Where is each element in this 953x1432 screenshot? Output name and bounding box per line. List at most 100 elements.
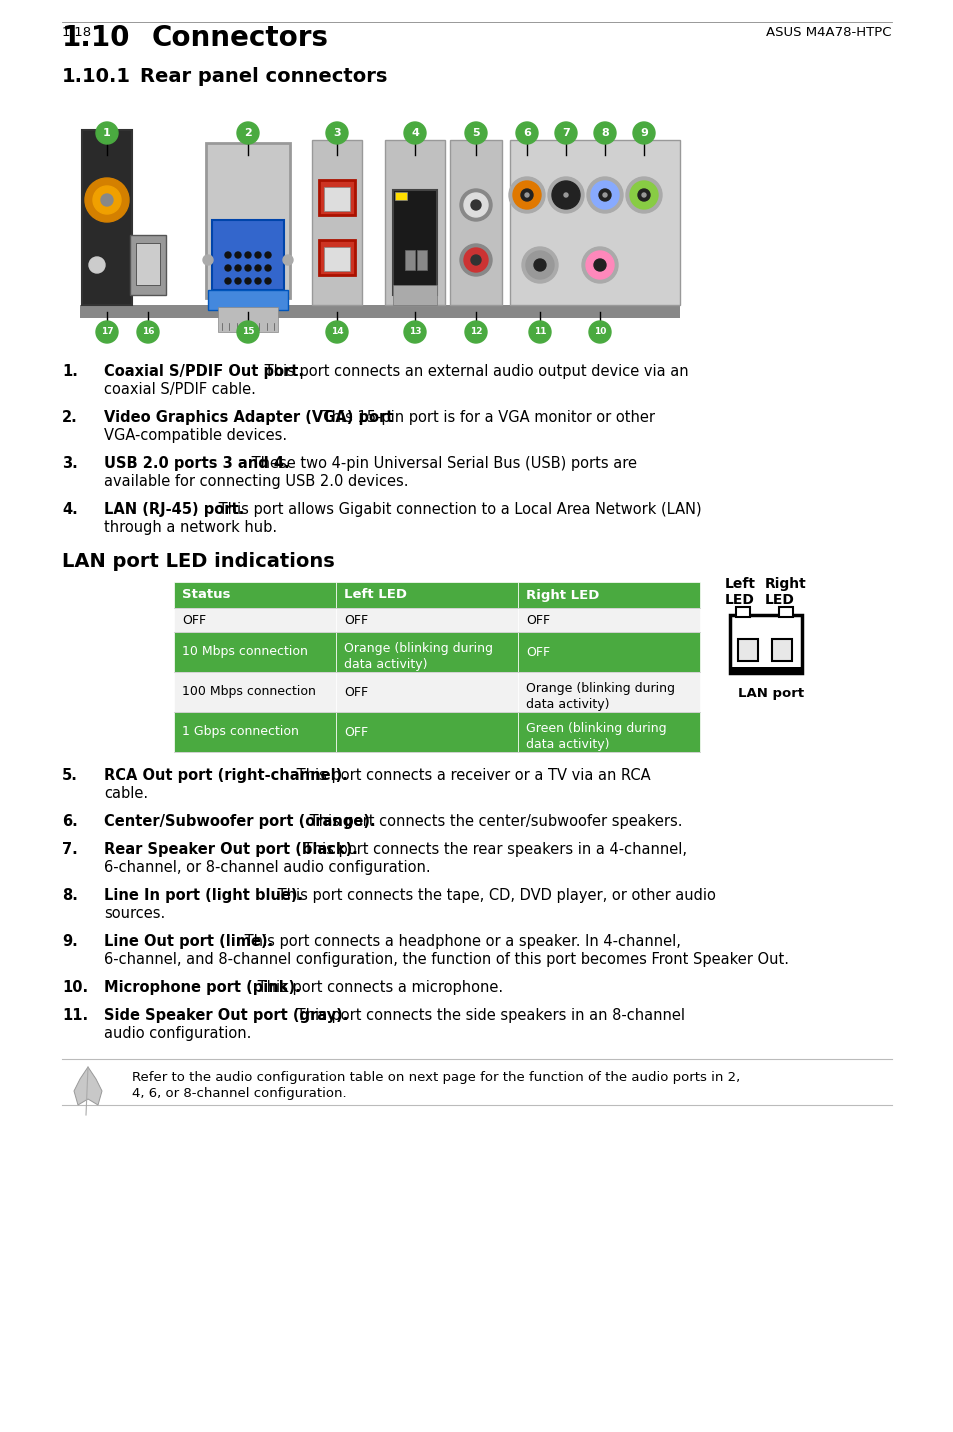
Text: 10 Mbps connection: 10 Mbps connection <box>182 646 308 659</box>
Circle shape <box>471 255 480 265</box>
Bar <box>324 246 350 271</box>
Circle shape <box>471 200 480 211</box>
Bar <box>393 285 436 305</box>
Polygon shape <box>74 1067 102 1106</box>
Circle shape <box>594 122 616 145</box>
Text: available for connecting USB 2.0 devices.: available for connecting USB 2.0 devices… <box>104 474 408 488</box>
Text: OFF: OFF <box>525 646 550 659</box>
Circle shape <box>245 265 251 271</box>
Text: data activity): data activity) <box>525 737 609 750</box>
Text: OFF: OFF <box>525 613 550 627</box>
Text: This port connects the tape, CD, DVD player, or other audio: This port connects the tape, CD, DVD pla… <box>273 888 715 904</box>
Circle shape <box>594 259 605 271</box>
Bar <box>729 667 801 673</box>
Circle shape <box>459 243 492 276</box>
Text: LED: LED <box>724 593 754 607</box>
Circle shape <box>464 321 486 344</box>
Circle shape <box>555 122 577 145</box>
Bar <box>335 632 517 672</box>
Text: 6-channel, and 8-channel configuration, the function of this port becomes Front : 6-channel, and 8-channel configuration, … <box>104 952 788 967</box>
Bar <box>82 130 132 305</box>
Bar <box>312 140 361 305</box>
Text: Microphone port (pink).: Microphone port (pink). <box>104 979 300 995</box>
Bar <box>318 180 355 215</box>
Text: These two 4-pin Universal Serial Bus (USB) ports are: These two 4-pin Universal Serial Bus (US… <box>247 455 637 471</box>
Circle shape <box>588 321 610 344</box>
Circle shape <box>101 193 112 206</box>
Circle shape <box>585 251 614 279</box>
Circle shape <box>525 251 554 279</box>
Circle shape <box>638 189 649 200</box>
Text: Right: Right <box>764 577 806 591</box>
Text: OFF: OFF <box>182 613 206 627</box>
Circle shape <box>403 321 426 344</box>
Text: through a network hub.: through a network hub. <box>104 520 276 536</box>
Bar <box>393 190 436 295</box>
Text: Left: Left <box>724 577 755 591</box>
Text: RCA Out port (right-channel).: RCA Out port (right-channel). <box>104 768 348 783</box>
Circle shape <box>516 122 537 145</box>
Text: Status: Status <box>182 589 231 601</box>
Bar <box>385 140 444 305</box>
Text: Green (blinking during: Green (blinking during <box>525 722 666 735</box>
Circle shape <box>513 180 540 209</box>
Text: LAN port LED indications: LAN port LED indications <box>62 551 335 571</box>
Circle shape <box>96 122 118 145</box>
Text: 16: 16 <box>142 328 154 337</box>
Circle shape <box>403 122 426 145</box>
Text: Line Out port (lime).: Line Out port (lime). <box>104 934 273 949</box>
Text: 7.: 7. <box>62 842 77 856</box>
Text: This port allows Gigabit connection to a Local Area Network (LAN): This port allows Gigabit connection to a… <box>214 503 701 517</box>
Text: Video Graphics Adapter (VGA) port: Video Graphics Adapter (VGA) port <box>104 410 393 425</box>
Circle shape <box>547 178 583 213</box>
Bar <box>416 251 427 271</box>
Circle shape <box>464 122 486 145</box>
Circle shape <box>602 193 606 198</box>
Text: 8.: 8. <box>62 888 78 904</box>
Bar <box>318 241 355 275</box>
Text: 17: 17 <box>101 328 113 337</box>
Text: USB 2.0 ports 3 and 4.: USB 2.0 ports 3 and 4. <box>104 455 290 471</box>
Bar <box>173 632 335 672</box>
Text: This port connects the side speakers in an 8-channel: This port connects the side speakers in … <box>293 1008 685 1022</box>
Text: 6: 6 <box>522 127 531 137</box>
Circle shape <box>245 278 251 284</box>
Bar <box>208 291 288 309</box>
Circle shape <box>254 252 261 258</box>
Circle shape <box>96 321 118 344</box>
Text: Left LED: Left LED <box>344 589 407 601</box>
Circle shape <box>463 193 488 218</box>
Text: 11.: 11. <box>62 1008 88 1022</box>
Text: 4: 4 <box>411 127 418 137</box>
Text: This port connects the rear speakers in a 4-channel,: This port connects the rear speakers in … <box>298 842 686 856</box>
Text: 5: 5 <box>472 127 479 137</box>
Circle shape <box>265 265 271 271</box>
Text: 14: 14 <box>331 328 343 337</box>
Text: Orange (blinking during: Orange (blinking during <box>344 642 493 654</box>
Circle shape <box>521 246 558 284</box>
Text: 1-18: 1-18 <box>62 26 92 39</box>
Bar <box>173 712 335 752</box>
Bar <box>136 243 160 285</box>
Text: 8: 8 <box>600 127 608 137</box>
Circle shape <box>203 255 213 265</box>
Text: Side Speaker Out port (gray).: Side Speaker Out port (gray). <box>104 1008 348 1022</box>
Circle shape <box>563 193 567 198</box>
Circle shape <box>586 178 622 213</box>
Bar <box>130 235 166 295</box>
Text: OFF: OFF <box>344 726 368 739</box>
Text: 2: 2 <box>244 127 252 137</box>
Text: OFF: OFF <box>344 686 368 699</box>
Circle shape <box>552 180 579 209</box>
Text: Orange (blinking during: Orange (blinking during <box>525 682 675 695</box>
Text: ASUS M4A78-HTPC: ASUS M4A78-HTPC <box>765 26 891 39</box>
Circle shape <box>459 189 492 221</box>
Text: Rear panel connectors: Rear panel connectors <box>140 67 387 86</box>
Text: 12: 12 <box>469 328 482 337</box>
Text: coaxial S/PDIF cable.: coaxial S/PDIF cable. <box>104 382 255 397</box>
Text: data activity): data activity) <box>344 657 427 672</box>
Circle shape <box>559 189 572 200</box>
Text: 15: 15 <box>241 328 254 337</box>
Circle shape <box>254 278 261 284</box>
Circle shape <box>245 252 251 258</box>
